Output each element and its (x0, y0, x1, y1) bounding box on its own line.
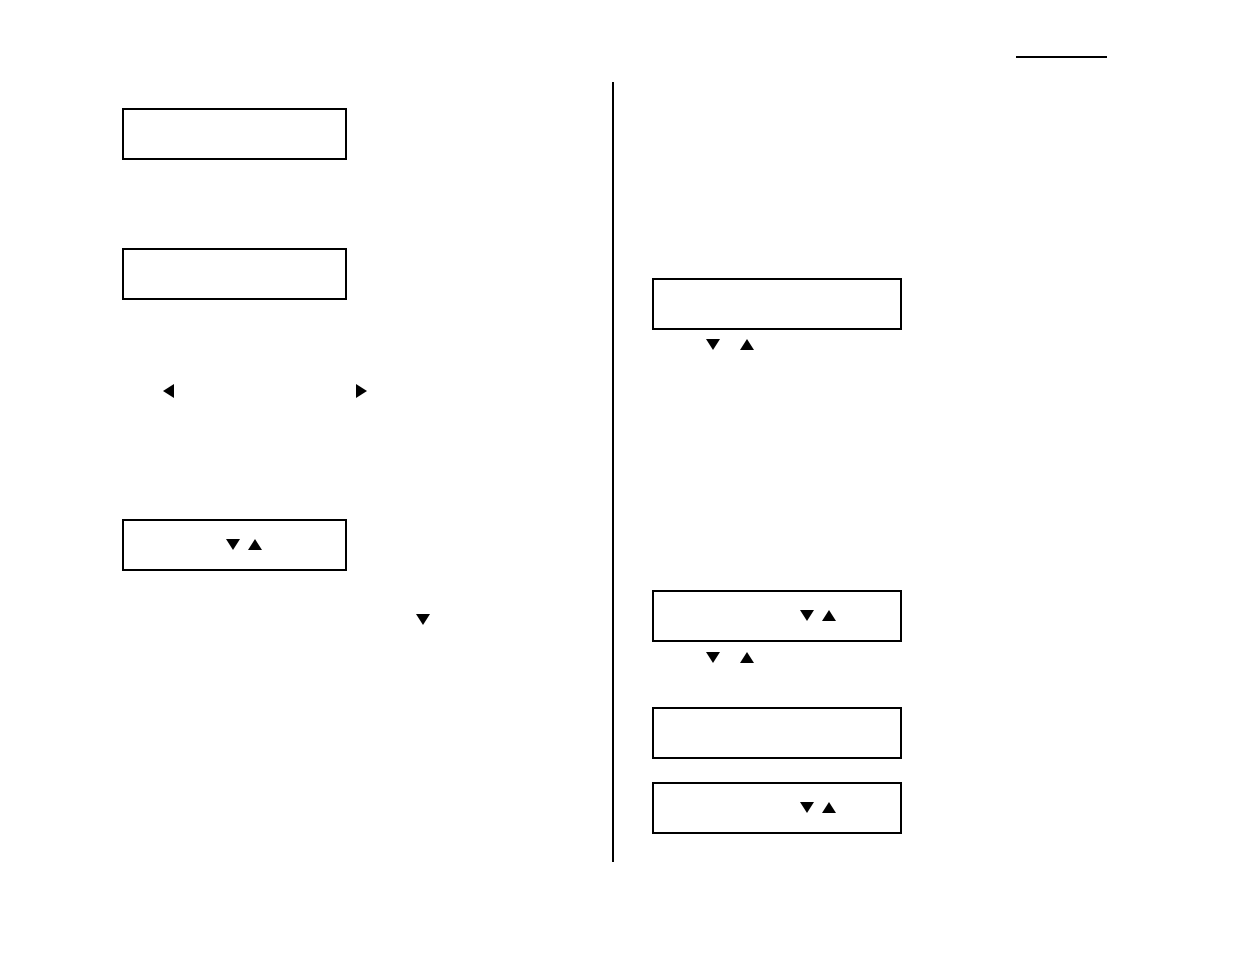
arrow-down-icon (226, 539, 240, 550)
arrow-up-icon (740, 339, 754, 350)
arrow-right-icon (356, 384, 367, 398)
arrow-down-icon (416, 614, 430, 625)
arrow-up-icon (248, 539, 262, 550)
arrow-down-icon (800, 802, 814, 813)
arrow-up-icon (740, 652, 754, 663)
right-box-2 (652, 590, 902, 642)
arrow-down-icon (706, 339, 720, 350)
top-rule (1016, 56, 1107, 58)
arrow-down-icon (800, 610, 814, 621)
left-box-1 (122, 108, 347, 160)
right-box-1 (652, 278, 902, 330)
arrow-up-icon (822, 802, 836, 813)
arrow-left-icon (163, 384, 174, 398)
right-box-4 (652, 782, 902, 834)
right-box-3 (652, 707, 902, 759)
arrow-down-icon (706, 652, 720, 663)
center-divider (612, 82, 614, 862)
arrow-up-icon (822, 610, 836, 621)
left-box-2 (122, 248, 347, 300)
